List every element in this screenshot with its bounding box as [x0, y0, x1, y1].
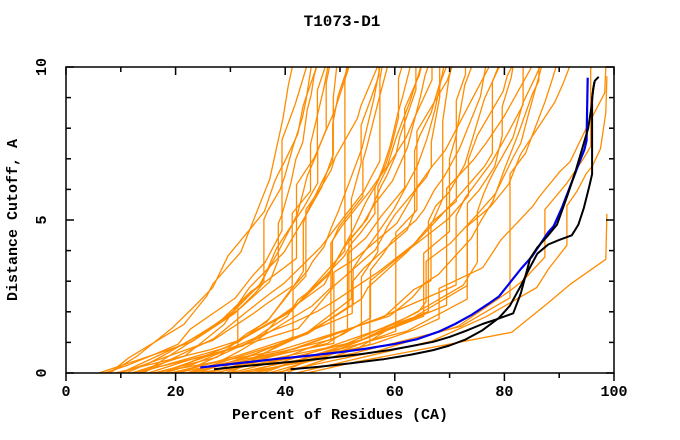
x-tick-label: 60 [386, 384, 404, 401]
y-tick-label: 0 [34, 368, 51, 377]
x-tick-label: 80 [495, 384, 513, 401]
axis-tick-labels: 0 20 40 60 80 100 0 5 10 [34, 58, 628, 401]
y-tick-label: 5 [34, 215, 51, 224]
highlight-black-curve-b [290, 82, 596, 371]
x-tick-label: 40 [276, 384, 294, 401]
plot-frame [65, 66, 615, 374]
axis-ticks [65, 66, 615, 381]
chart-title: T1073-D1 [304, 13, 381, 31]
x-tick-label: 0 [61, 384, 70, 401]
x-tick-label: 20 [167, 384, 185, 401]
highlight-black-curve-a [213, 76, 600, 371]
x-axis-label: Percent of Residues (CA) [232, 407, 448, 424]
orange-model-curves [98, 66, 608, 374]
y-axis-label: Distance Cutoff, A [5, 139, 22, 301]
x-tick-label: 100 [600, 384, 627, 401]
y-tick-label: 10 [34, 58, 51, 76]
